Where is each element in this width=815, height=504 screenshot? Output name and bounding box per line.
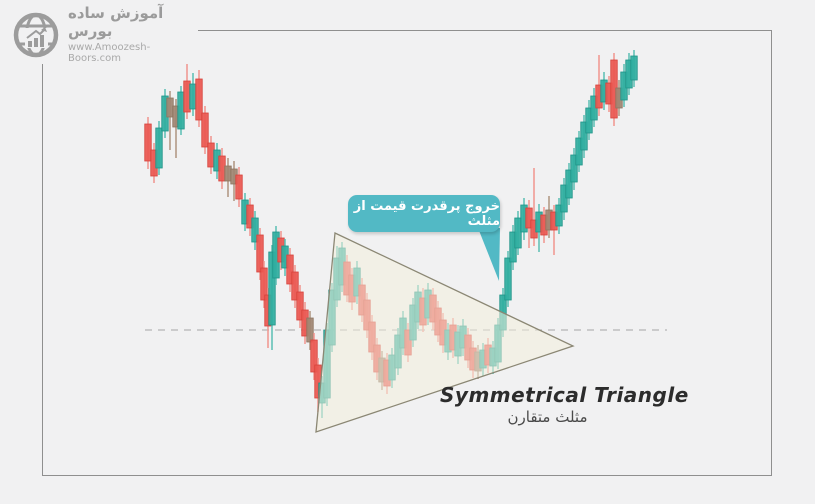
pattern-label-en: Symmetrical Triangle xyxy=(440,383,689,407)
pattern-labels: Symmetrical Triangle مثلث متقارن xyxy=(440,383,689,426)
chart-frame xyxy=(42,30,772,476)
pattern-label-fa: مثلث متقارن xyxy=(507,408,588,426)
brand-title: آموزش ساده بورس xyxy=(68,4,164,40)
brand-logo: آموزش ساده بورس www.Amoozesh-Boors.com xyxy=(12,4,198,65)
brand-url: www.Amoozesh-Boors.com xyxy=(68,41,151,65)
breakout-callout: خروج پرقدرت قیمت از مثلث xyxy=(348,195,500,232)
globe-chart-icon xyxy=(13,12,59,58)
